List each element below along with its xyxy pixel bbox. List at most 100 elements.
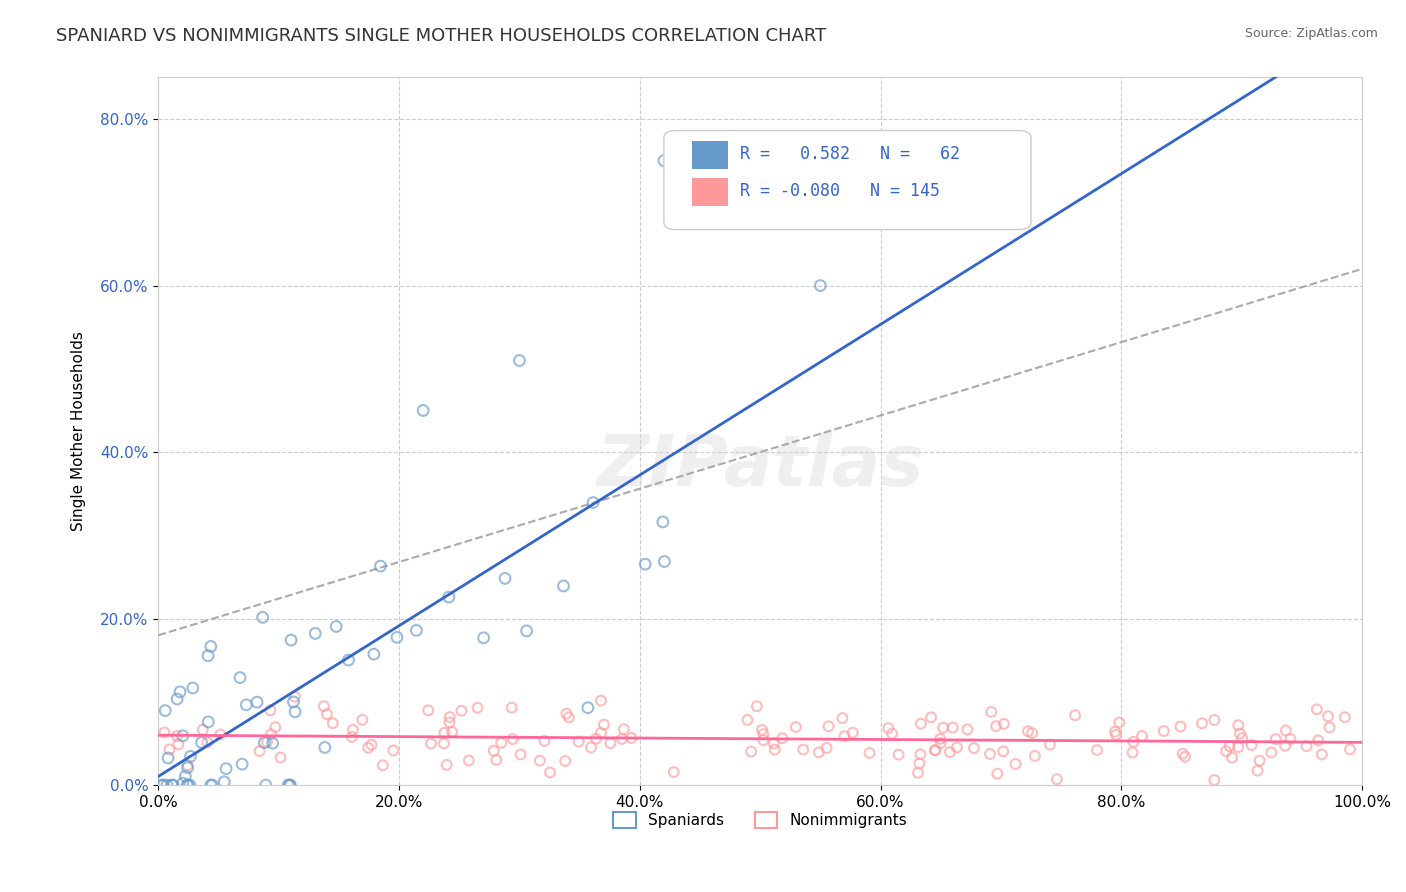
Point — [152, 778, 174, 792]
Point — [1219, 739, 1241, 754]
FancyBboxPatch shape — [692, 178, 728, 206]
Point — [538, 765, 561, 780]
Point — [1046, 772, 1069, 787]
Point — [558, 710, 581, 724]
Point — [256, 735, 278, 749]
Point — [986, 766, 1008, 780]
Point — [834, 729, 856, 743]
Point — [201, 778, 224, 792]
Point — [1064, 708, 1087, 723]
Point — [457, 754, 479, 768]
Point — [908, 756, 931, 771]
Point — [554, 754, 576, 768]
Point — [880, 726, 903, 740]
Point — [269, 750, 291, 764]
Point — [150, 778, 173, 792]
Point — [808, 278, 831, 293]
Point — [278, 778, 301, 792]
Point — [176, 761, 198, 775]
Point — [357, 740, 380, 755]
Point — [993, 744, 1015, 758]
Text: R =   0.582   N =   62: R = 0.582 N = 62 — [740, 145, 960, 163]
Point — [322, 716, 344, 731]
Point — [1274, 739, 1296, 753]
Point — [752, 733, 775, 747]
Point — [785, 720, 807, 734]
Point — [167, 737, 190, 751]
Point — [314, 740, 336, 755]
Point — [482, 744, 505, 758]
Point — [1085, 743, 1108, 757]
Point — [405, 624, 427, 638]
Point — [254, 778, 277, 792]
FancyBboxPatch shape — [664, 130, 1031, 229]
Point — [262, 736, 284, 750]
Legend: Spaniards, Nonimmigrants: Spaniards, Nonimmigrants — [607, 805, 914, 834]
Point — [229, 671, 252, 685]
Point — [1191, 716, 1213, 731]
Point — [907, 765, 929, 780]
Point — [910, 716, 932, 731]
Point — [737, 713, 759, 727]
Point — [877, 721, 900, 735]
Point — [412, 403, 434, 417]
Point — [1153, 724, 1175, 739]
Point — [197, 714, 219, 729]
Point — [1240, 738, 1263, 752]
Point — [740, 745, 762, 759]
Point — [979, 747, 1001, 761]
Point — [984, 719, 1007, 733]
Point — [277, 778, 299, 792]
Point — [249, 744, 271, 758]
Point — [1306, 702, 1329, 716]
Point — [751, 723, 773, 737]
Point — [887, 747, 910, 762]
Point — [337, 653, 360, 667]
Point — [763, 742, 786, 756]
Point — [1039, 738, 1062, 752]
Point — [489, 736, 512, 750]
Point — [155, 704, 177, 718]
Point — [1220, 750, 1243, 764]
Point — [1319, 720, 1341, 734]
Point — [842, 725, 865, 739]
Point — [1264, 732, 1286, 747]
Point — [231, 757, 253, 772]
Point — [1279, 731, 1302, 746]
Point — [363, 647, 385, 661]
Point — [924, 743, 946, 757]
Point — [252, 610, 274, 624]
Point — [316, 707, 339, 722]
Point — [176, 778, 198, 792]
Point — [568, 734, 591, 748]
Point — [593, 717, 616, 731]
Point — [467, 700, 489, 714]
Point — [260, 727, 283, 741]
Point — [1227, 740, 1250, 755]
Point — [1317, 709, 1340, 723]
Point — [215, 762, 238, 776]
Point — [1105, 728, 1128, 742]
Point — [197, 648, 219, 663]
Point — [283, 695, 305, 709]
Point — [1170, 719, 1192, 733]
Point — [1246, 764, 1268, 778]
Point — [284, 690, 307, 704]
Point — [553, 579, 575, 593]
Point — [980, 705, 1002, 719]
Point — [576, 700, 599, 714]
Point — [963, 741, 986, 756]
Point — [246, 695, 269, 709]
Point — [156, 778, 179, 792]
Point — [817, 719, 839, 733]
Point — [200, 640, 222, 654]
Point — [858, 746, 880, 760]
Point — [1024, 748, 1046, 763]
Point — [1174, 749, 1197, 764]
Point — [1122, 735, 1144, 749]
Point — [179, 778, 201, 792]
Point — [157, 742, 180, 756]
Point — [1004, 756, 1026, 771]
Point — [529, 754, 551, 768]
Point — [792, 742, 814, 756]
